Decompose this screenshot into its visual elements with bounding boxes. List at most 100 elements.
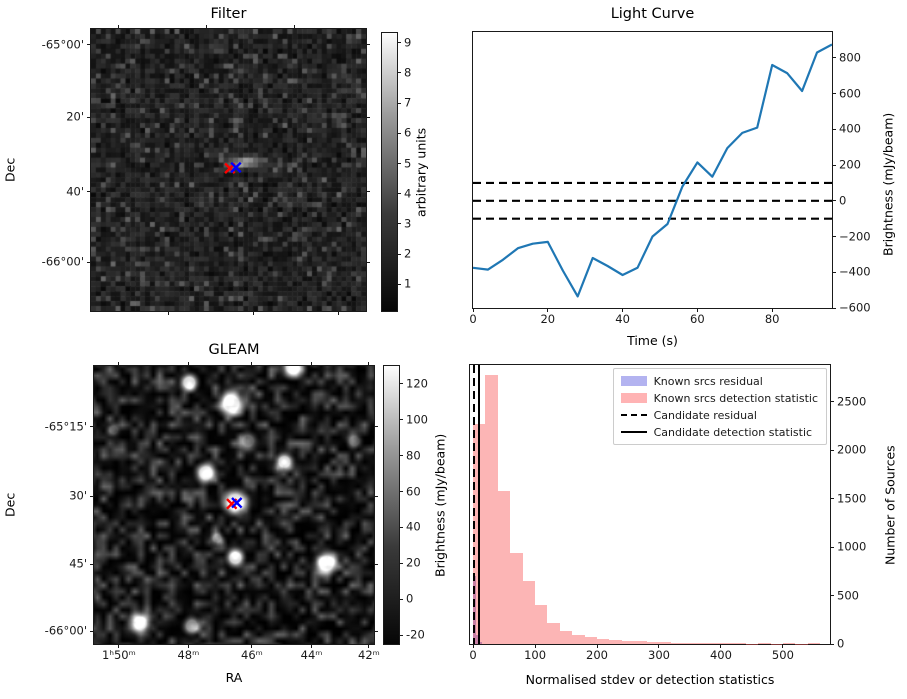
tick-label: 4 [404,186,412,200]
tick-label: 9 [404,34,412,49]
tick-label: 44ᵐ [300,648,323,662]
histogram-bar [658,642,672,644]
axis-tick [87,261,91,263]
tick-label: 0 [406,591,414,606]
axis-tick [399,383,403,385]
histogram-bar [535,605,548,644]
legend-label: Candidate residual [653,408,757,422]
tick-label: −400 [839,264,871,279]
tick-label: 40 [406,519,421,534]
tick-label: 3 [404,216,412,231]
axis-tick [547,308,549,312]
legend-row: Candidate detection statistic [620,425,818,439]
histogram-bar [485,374,498,644]
axis-tick [366,116,370,118]
axis-tick [832,236,836,238]
axis-tick [658,644,660,648]
histogram-bar [559,631,573,644]
filter-noise-image [91,29,366,311]
histogram-ylabel: Number of Sources [882,445,898,565]
legend-patch-known-residual-icon [620,376,647,386]
axis-tick [830,546,834,548]
axis-tick [397,132,401,134]
histogram-bar [720,642,734,644]
tick-label: -20 [406,627,425,642]
axis-tick [397,253,401,255]
axis-tick [187,362,189,366]
axis-tick [374,495,378,497]
candidate-residual-line [472,365,475,644]
tick-label: 2500 [837,394,867,409]
axis-tick [399,526,403,528]
tick-label: 1500 [837,490,867,505]
axis-tick [87,116,91,118]
tick-label: 5 [404,155,412,170]
histogram-bar [473,576,477,644]
axis-tick [206,25,207,29]
histogram-bar [497,490,511,644]
histogram-bar [807,643,821,644]
axis-tick [90,426,94,428]
tick-label: 400 [709,648,732,662]
light-curve-ylabel: Brightness (mJy/beam) [880,112,896,256]
axis-tick [366,191,370,193]
tick-label: 200 [839,157,861,172]
gleam-colorbar-label: Brightness (mJy/beam) [432,433,448,577]
axis-tick [596,644,598,648]
axis-tick [294,25,295,29]
light-curve-xlabel: Time (s) [627,333,678,348]
axis-tick [397,72,401,74]
legend-row: Candidate residual [620,408,818,422]
tick-label: -65°00' [41,37,84,52]
axis-tick [399,455,403,457]
histogram-bar [733,643,746,644]
axis-tick [251,362,253,366]
axis-tick [397,283,401,285]
gleam-ylabel: Dec [2,492,18,518]
tick-label: 6 [404,125,412,140]
tick-label: 20' [66,109,84,124]
axis-tick [399,491,403,493]
tick-label: 800 [839,50,861,65]
tick-label: -65°15' [44,418,87,433]
axis-tick [368,362,370,366]
axis-tick [87,44,91,46]
gleam-plot: -65°15' 30' 45' -66°00' 1ʰ50ᵐ 48ᵐ 46ᵐ 44ᵐ 42ᵐ [45,362,380,661]
histogram-bar [621,640,635,644]
axis-tick [830,449,834,451]
histogram-bar [683,642,697,644]
histogram-bar [522,581,536,644]
axis-tick [251,644,253,648]
histogram-bar [646,641,659,644]
tick-label: 20 [540,312,556,326]
tick-label: 46ᵐ [241,648,263,662]
tick-label: 80 [406,447,421,462]
histogram-xlabel: Normalised stdev or detection statistics [525,672,775,687]
filter-title: Filter [210,6,247,22]
gleam-colorbar: 120 100 80 60 40 20 0 -20 [383,365,428,645]
tick-label: 0 [469,648,477,662]
legend-label: Known srcs residual [653,374,763,388]
legend-label: Candidate detection statistic [653,425,813,439]
axis-tick [832,93,836,95]
tick-label: 80 [764,312,780,326]
axis-tick [832,128,836,130]
tick-label: 1ʰ50ᵐ [102,648,136,662]
axis-tick [338,311,339,315]
axis-tick [830,595,834,597]
filter-plot: -65°00' 20' 40' -66°00' [42,25,370,315]
axis-tick [118,644,120,648]
histogram-bars [470,365,830,644]
axis-tick [374,563,378,565]
axis-tick [832,271,836,273]
tick-label: 0 [837,636,845,651]
light-curve-line [473,43,832,298]
axis-tick [118,362,120,366]
histogram-bar [510,552,523,644]
tick-label: -66°00' [44,623,87,638]
axis-tick [472,308,474,312]
gleam-title: GLEAM [208,342,260,358]
axis-tick [399,419,403,421]
filter-colorbar-label: arbitrary units [413,127,429,218]
tick-label: 200 [586,648,608,662]
